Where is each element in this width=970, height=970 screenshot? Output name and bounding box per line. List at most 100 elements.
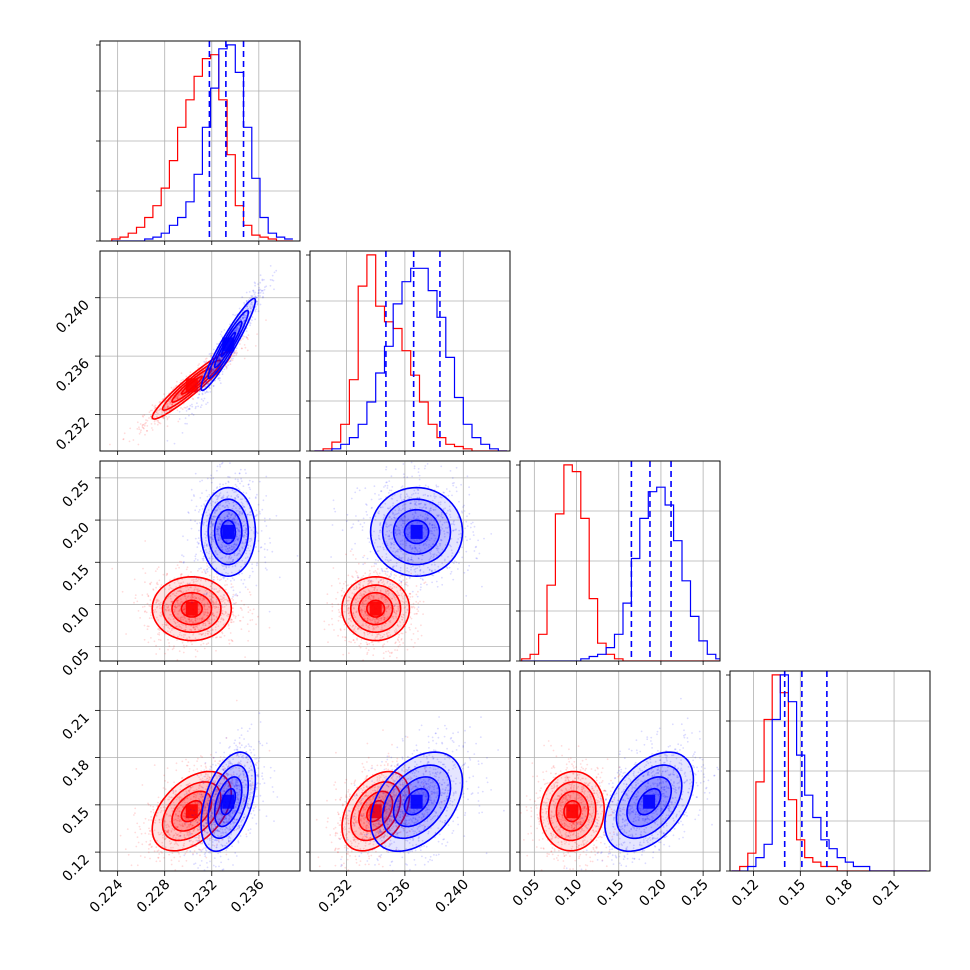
sample-point [214,607,216,610]
sample-point [249,488,252,491]
sample-point [166,624,169,627]
sample-point [169,608,171,611]
sample-point [205,593,208,596]
sample-point [175,384,178,387]
sample-point [155,586,158,589]
sample-point [242,485,245,487]
sample-point [150,614,152,617]
sample-point [199,597,202,600]
sample-point [259,291,262,294]
sample-point [155,602,158,604]
sample-point [128,440,131,443]
sample-point [458,500,460,503]
sample-point [155,644,158,647]
sample-point [223,594,226,597]
sample-point [171,403,173,406]
sample-point [220,335,223,337]
sample-point [203,385,206,387]
sample-point [263,288,266,291]
sample-point [209,374,211,377]
sample-point [235,349,238,352]
sample-point [194,558,197,560]
sample-point [143,624,146,627]
sample-point [146,602,149,605]
sample-point [220,462,223,465]
sample-point [138,432,141,435]
sample-point [354,641,356,644]
sample-point [243,603,246,606]
sample-point [251,295,254,297]
sample-point [147,625,150,628]
sample-point [230,618,233,621]
sample-point [417,638,419,640]
sample-point [264,561,267,564]
sample-point [214,626,217,629]
sample-point [204,570,206,573]
sample-point [216,469,218,472]
sample-point [247,483,250,486]
sample-point [347,584,349,586]
sample-point [169,402,172,405]
sample-point [192,414,195,416]
sample-point [137,443,140,446]
sample-point [192,578,195,581]
sample-point [216,611,219,614]
sample-point [229,363,232,365]
sample-point [266,569,268,571]
sample-point [171,593,174,595]
sample-point [400,632,403,635]
sample-point [195,578,197,581]
sample-point [216,636,218,639]
sample-point [243,303,246,305]
sample-point [257,283,259,285]
sample-point [171,402,174,405]
sample-point [195,577,198,580]
sample-point [157,566,160,569]
sample-point [232,595,234,598]
sample-point [258,480,261,483]
sample-point [244,314,247,317]
sample-point [384,484,387,487]
sample-point [227,599,229,602]
sample-point [176,606,178,609]
sample-point [336,591,339,594]
sample-point [197,604,200,607]
sample-point [159,611,162,614]
sample-point [204,385,207,388]
sample-point [182,535,184,538]
sample-point [248,591,251,594]
sample-point [323,620,326,623]
sample-point [177,394,180,396]
sample-point [194,626,196,628]
sample-point [396,638,399,641]
sample-point [191,593,194,596]
sample-point [264,286,266,289]
sample-point [361,576,363,579]
sample-point [376,573,379,575]
sample-point [262,295,264,298]
sample-point [206,383,208,385]
sample-point [213,605,215,608]
sample-point [417,590,419,593]
sample-point [188,636,191,638]
sample-point [460,483,462,486]
sample-point [178,633,181,636]
sample-point [203,598,206,600]
sample-point [205,380,208,383]
sample-point [223,613,225,616]
sample-point [198,363,201,365]
axes-border [99,40,301,242]
sample-point [269,265,272,267]
sample-point [210,372,213,375]
sample-point [185,620,187,622]
sample-point [213,368,215,370]
sample-point [144,610,147,612]
sample-point [154,406,157,409]
sample-point [245,472,247,475]
sample-point [166,417,169,419]
sample-point [179,590,182,593]
sample-point [178,418,181,420]
sample-point [212,369,215,372]
sample-point [200,633,203,636]
sample-point [109,443,111,446]
